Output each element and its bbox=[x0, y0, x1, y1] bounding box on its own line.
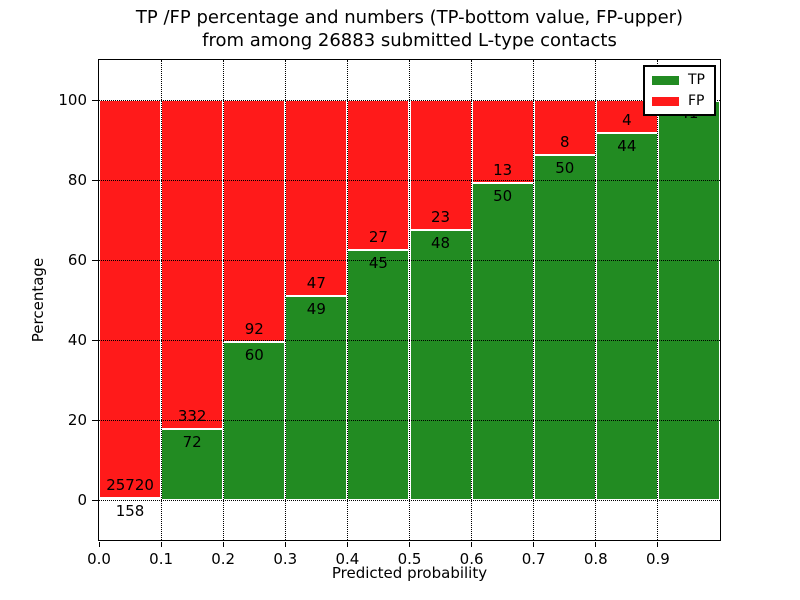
x-tick-label-0.3: 0.3 bbox=[273, 550, 298, 568]
v-gridline-0.9 bbox=[657, 60, 659, 540]
y-tick-mark-80 bbox=[92, 179, 98, 181]
y-tick-label-0: 0 bbox=[77, 491, 87, 509]
x-tick-label-0.4: 0.4 bbox=[335, 550, 360, 568]
fp-bar-segment-4 bbox=[347, 100, 410, 250]
tp-bar-segment-5 bbox=[409, 229, 472, 500]
y-tick-label-20: 20 bbox=[67, 411, 87, 429]
legend-label-fp: FP bbox=[688, 93, 705, 109]
v-gridline-0.5 bbox=[409, 60, 410, 540]
v-gridline-0.4 bbox=[346, 60, 348, 540]
x-tick-mark-0.2 bbox=[222, 542, 224, 547]
fp-count-label-7: 8 bbox=[559, 133, 570, 152]
y-tick-mark-40 bbox=[92, 339, 98, 341]
fp-bar-segment-3 bbox=[285, 100, 348, 296]
v-gridline-0.6 bbox=[471, 60, 473, 540]
tp-bar-segment-2 bbox=[223, 342, 286, 500]
chart-title-line1: TP /FP percentage and numbers (TP-bottom… bbox=[135, 7, 684, 28]
tp-bar-segment-3 bbox=[285, 295, 348, 500]
x-tick-label-0.8: 0.8 bbox=[583, 550, 608, 568]
tp-count-label-5: 48 bbox=[431, 233, 451, 252]
x-tick-mark-0.9 bbox=[657, 542, 659, 547]
fp-count-label-3: 47 bbox=[306, 273, 326, 292]
x-tick-mark-0.5 bbox=[409, 542, 410, 547]
fp-swatch bbox=[652, 96, 679, 106]
fp-bar-segment-1 bbox=[161, 100, 224, 429]
fp-bar-segment-2 bbox=[223, 100, 286, 343]
fp-count-label-0: 25720 bbox=[106, 475, 154, 494]
y-tick-label-60: 60 bbox=[67, 251, 87, 269]
fp-bar-segment-7 bbox=[533, 100, 596, 156]
legend-item-fp: FP bbox=[652, 94, 705, 108]
x-tick-mark-0.3 bbox=[284, 542, 286, 547]
plot-inner: 1582572072332609249474527482350135084444… bbox=[99, 60, 720, 540]
y-tick-label-80: 80 bbox=[67, 171, 87, 189]
plot-area: 1582572072332609249474527482350135084444… bbox=[98, 59, 721, 541]
tp-count-label-4: 45 bbox=[368, 254, 388, 272]
tp-count-label-0: 158 bbox=[115, 501, 145, 520]
v-gridline-0.7 bbox=[533, 60, 535, 540]
y-tick-mark-100 bbox=[92, 99, 98, 101]
v-gridline-0.2 bbox=[222, 60, 224, 540]
legend: TP FP bbox=[643, 65, 716, 116]
legend-item-tp: TP bbox=[652, 73, 705, 87]
tp-count-label-8: 44 bbox=[617, 137, 637, 156]
fp-count-label-5: 23 bbox=[431, 207, 451, 226]
tp-swatch bbox=[652, 75, 679, 85]
x-tick-mark-0.7 bbox=[533, 542, 535, 547]
x-tick-label-0.2: 0.2 bbox=[211, 550, 236, 568]
tp-count-label-2: 60 bbox=[244, 346, 264, 365]
chart-title-line2: from among 26883 submitted L-type contac… bbox=[202, 30, 617, 51]
v-gridline-0.1 bbox=[160, 60, 162, 540]
tp-count-label-7: 50 bbox=[555, 159, 575, 178]
fp-count-label-1: 332 bbox=[177, 406, 207, 425]
x-tick-mark-0.4 bbox=[346, 542, 348, 547]
fp-count-label-6: 13 bbox=[493, 160, 513, 179]
x-tick-label-0.9: 0.9 bbox=[645, 550, 670, 568]
tp-count-label-6: 50 bbox=[493, 186, 513, 205]
x-tick-mark-0.0 bbox=[98, 542, 100, 547]
x-tick-label-0.5: 0.5 bbox=[397, 550, 422, 568]
x-axis-label: Predicted probability bbox=[331, 564, 488, 582]
tp-bar-segment-4 bbox=[347, 250, 410, 500]
tp-bar-segment-1 bbox=[161, 428, 224, 500]
x-tick-mark-0.6 bbox=[471, 542, 473, 547]
x-tick-mark-0.1 bbox=[160, 542, 162, 547]
tp-bar-segment-8 bbox=[595, 133, 658, 500]
y-tick-mark-0 bbox=[92, 499, 98, 501]
fp-bar-segment-6 bbox=[471, 100, 534, 183]
tp-count-label-3: 49 bbox=[306, 299, 326, 318]
y-tick-mark-20 bbox=[92, 419, 98, 421]
fp-count-label-8: 4 bbox=[622, 111, 632, 130]
v-gridline-0.3 bbox=[284, 60, 286, 540]
x-tick-label-0.6: 0.6 bbox=[459, 550, 484, 568]
tp-count-label-1: 72 bbox=[182, 432, 202, 451]
tp-bar-segment-0 bbox=[99, 497, 162, 500]
tp-bar-segment-7 bbox=[533, 155, 596, 500]
fp-count-label-4: 27 bbox=[368, 228, 388, 246]
fp-bar-segment-0 bbox=[99, 100, 162, 498]
x-tick-mark-0.8 bbox=[595, 542, 597, 547]
legend-label-tp: TP bbox=[688, 72, 705, 88]
y-axis-label: Percentage bbox=[29, 257, 47, 343]
fp-count-label-2: 92 bbox=[244, 320, 264, 339]
y-tick-label-40: 40 bbox=[67, 331, 87, 349]
tp-bar-segment-6 bbox=[471, 182, 534, 500]
y-tick-label-100: 100 bbox=[58, 91, 87, 109]
x-tick-label-0.0: 0.0 bbox=[87, 550, 111, 568]
y-tick-mark-60 bbox=[92, 259, 98, 261]
x-tick-label-0.1: 0.1 bbox=[149, 550, 174, 568]
tp-bar-segment-9 bbox=[657, 100, 720, 500]
x-tick-label-0.7: 0.7 bbox=[521, 550, 546, 568]
v-gridline-0.8 bbox=[595, 60, 597, 540]
